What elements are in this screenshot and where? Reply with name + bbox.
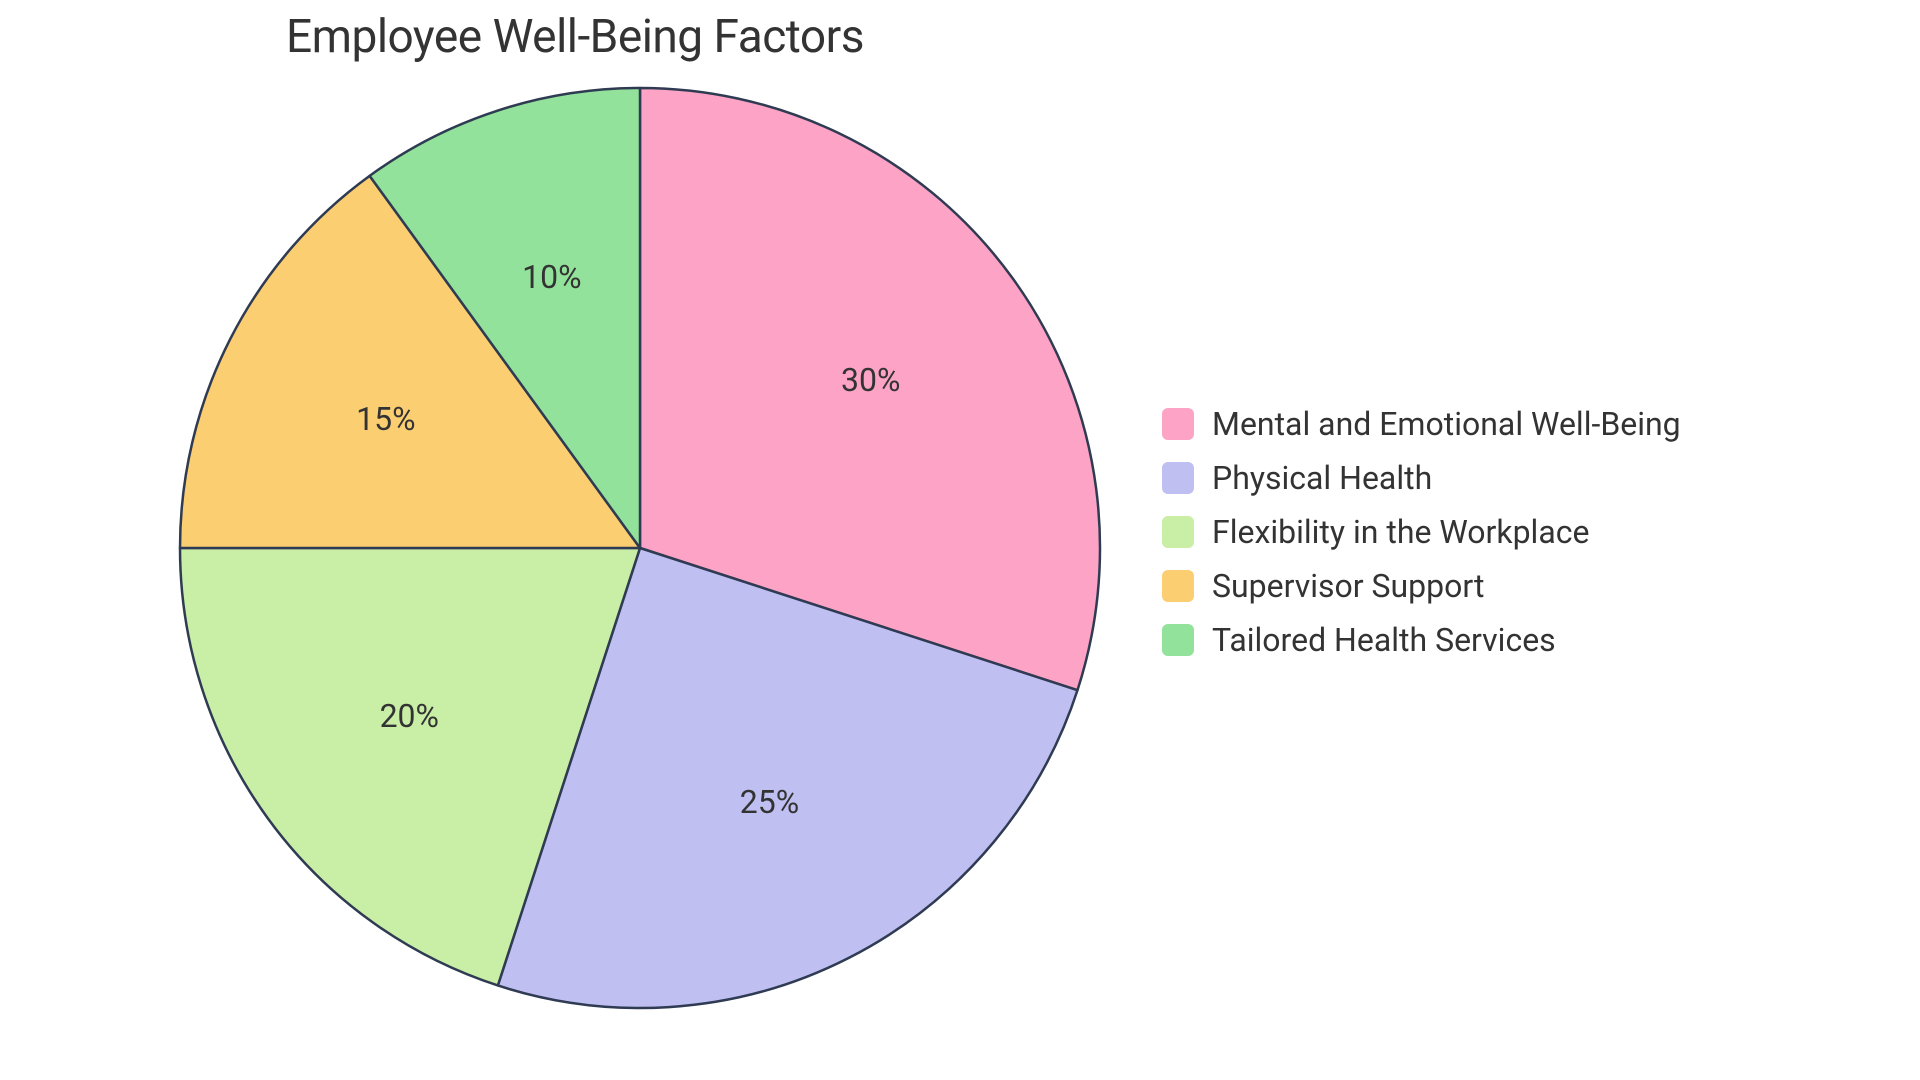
legend-item: Physical Health [1162,459,1681,497]
legend-label: Physical Health [1212,459,1432,497]
chart-title: Employee Well-Being Factors [286,10,864,64]
legend-item: Supervisor Support [1162,567,1681,605]
slice-percent-label: 20% [380,697,439,735]
legend-item: Flexibility in the Workplace [1162,513,1681,551]
legend-swatch [1162,408,1194,440]
legend-label: Mental and Emotional Well-Being [1212,405,1681,443]
pie-chart [176,84,1104,1016]
legend-label: Tailored Health Services [1212,621,1556,659]
legend-item: Mental and Emotional Well-Being [1162,405,1681,443]
legend: Mental and Emotional Well-Being Physical … [1162,405,1681,659]
legend-swatch [1162,462,1194,494]
slice-percent-label: 10% [522,258,581,296]
slice-percent-label: 25% [740,783,799,821]
legend-item: Tailored Health Services [1162,621,1681,659]
legend-label: Supervisor Support [1212,567,1484,605]
legend-swatch [1162,624,1194,656]
legend-swatch [1162,570,1194,602]
legend-swatch [1162,516,1194,548]
pie-svg [176,84,1104,1012]
slice-percent-label: 15% [356,400,415,438]
legend-label: Flexibility in the Workplace [1212,513,1589,551]
slice-percent-label: 30% [841,361,900,399]
chart-container: Employee Well-Being Factors 30% 25% 20% 15%… [0,0,1920,1080]
